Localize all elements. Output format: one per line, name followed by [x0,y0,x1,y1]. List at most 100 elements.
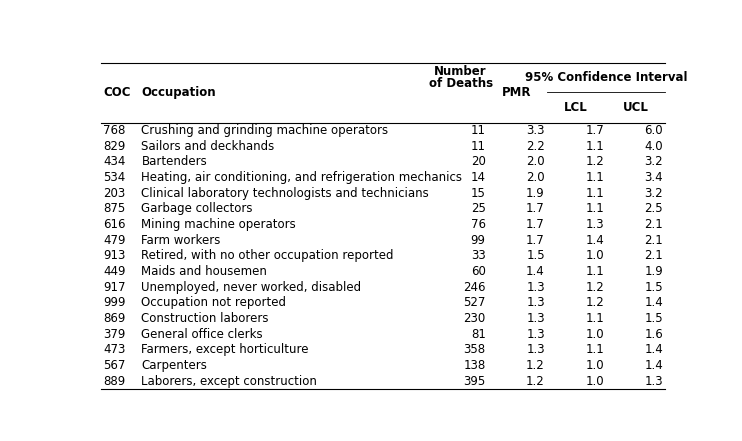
Text: 2.1: 2.1 [645,218,663,231]
Text: 875: 875 [103,202,125,215]
Text: 11: 11 [470,124,486,137]
Text: 1.0: 1.0 [585,375,604,388]
Text: 1.3: 1.3 [526,312,545,325]
Text: 829: 829 [103,139,125,153]
Text: 1.1: 1.1 [585,202,604,215]
Text: 1.2: 1.2 [526,375,545,388]
Text: 1.9: 1.9 [526,187,545,200]
Text: 2.2: 2.2 [526,139,545,153]
Text: 1.3: 1.3 [585,218,604,231]
Text: of Deaths: of Deaths [429,77,493,90]
Text: 95% Confidence Interval: 95% Confidence Interval [525,71,687,84]
Text: 3.2: 3.2 [645,155,663,168]
Text: Maids and housemen: Maids and housemen [142,265,267,278]
Text: 527: 527 [463,296,486,309]
Text: 917: 917 [103,280,125,294]
Text: 1.6: 1.6 [645,328,663,341]
Text: 768: 768 [103,124,125,137]
Text: 1.2: 1.2 [585,155,604,168]
Text: 1.1: 1.1 [585,139,604,153]
Text: 2.1: 2.1 [645,249,663,262]
Text: 138: 138 [464,359,486,372]
Text: 1.4: 1.4 [645,296,663,309]
Text: 1.4: 1.4 [526,265,545,278]
Text: Construction laborers: Construction laborers [142,312,269,325]
Text: 6.0: 6.0 [645,124,663,137]
Text: 4.0: 4.0 [645,139,663,153]
Text: 1.5: 1.5 [526,249,545,262]
Text: 999: 999 [103,296,125,309]
Text: 15: 15 [471,187,486,200]
Text: 1.0: 1.0 [585,249,604,262]
Text: 1.7: 1.7 [526,218,545,231]
Text: 60: 60 [471,265,486,278]
Text: 1.3: 1.3 [526,328,545,341]
Text: 3.2: 3.2 [645,187,663,200]
Text: Farm workers: Farm workers [142,234,221,247]
Text: 76: 76 [470,218,486,231]
Text: 1.7: 1.7 [585,124,604,137]
Text: Unemployed, never worked, disabled: Unemployed, never worked, disabled [142,280,361,294]
Text: Carpenters: Carpenters [142,359,207,372]
Text: 473: 473 [103,344,125,356]
Text: 14: 14 [470,171,486,184]
Text: 434: 434 [103,155,125,168]
Text: 1.1: 1.1 [585,187,604,200]
Text: 913: 913 [103,249,125,262]
Text: Occupation: Occupation [142,86,216,99]
Text: 1.4: 1.4 [585,234,604,247]
Text: 1.3: 1.3 [526,280,545,294]
Text: 25: 25 [471,202,486,215]
Text: 1.1: 1.1 [585,171,604,184]
Text: Occupation not reported: Occupation not reported [142,296,286,309]
Text: 616: 616 [103,218,125,231]
Text: 479: 479 [103,234,125,247]
Text: 1.2: 1.2 [585,280,604,294]
Text: 33: 33 [471,249,486,262]
Text: 1.7: 1.7 [526,234,545,247]
Text: Mining machine operators: Mining machine operators [142,218,296,231]
Text: 1.0: 1.0 [585,359,604,372]
Text: 1.2: 1.2 [526,359,545,372]
Text: 246: 246 [463,280,486,294]
Text: 11: 11 [470,139,486,153]
Text: 1.1: 1.1 [585,344,604,356]
Text: 1.5: 1.5 [645,312,663,325]
Text: 3.4: 3.4 [645,171,663,184]
Text: Number: Number [434,65,487,78]
Text: 567: 567 [103,359,125,372]
Text: 889: 889 [103,375,125,388]
Text: 1.7: 1.7 [526,202,545,215]
Text: Farmers, except horticulture: Farmers, except horticulture [142,344,309,356]
Text: 358: 358 [464,344,486,356]
Text: Crushing and grinding machine operators: Crushing and grinding machine operators [142,124,389,137]
Text: 869: 869 [103,312,125,325]
Text: 1.9: 1.9 [645,265,663,278]
Text: Sailors and deckhands: Sailors and deckhands [142,139,275,153]
Text: COC: COC [103,86,131,99]
Text: 1.2: 1.2 [585,296,604,309]
Text: 2.0: 2.0 [526,155,545,168]
Text: 534: 534 [103,171,125,184]
Text: Bartenders: Bartenders [142,155,207,168]
Text: 1.0: 1.0 [585,328,604,341]
Text: 20: 20 [471,155,486,168]
Text: 1.1: 1.1 [585,312,604,325]
Text: 2.5: 2.5 [645,202,663,215]
Text: 1.3: 1.3 [645,375,663,388]
Text: Garbage collectors: Garbage collectors [142,202,253,215]
Text: 1.4: 1.4 [645,344,663,356]
Text: LCL: LCL [564,101,588,114]
Text: UCL: UCL [623,101,649,114]
Text: 1.5: 1.5 [645,280,663,294]
Text: 2.1: 2.1 [645,234,663,247]
Text: Retired, with no other occupation reported: Retired, with no other occupation report… [142,249,394,262]
Text: 379: 379 [103,328,125,341]
Text: 230: 230 [464,312,486,325]
Text: 1.1: 1.1 [585,265,604,278]
Text: 449: 449 [103,265,125,278]
Text: 99: 99 [470,234,486,247]
Text: 3.3: 3.3 [526,124,545,137]
Text: 1.3: 1.3 [526,296,545,309]
Text: 81: 81 [471,328,486,341]
